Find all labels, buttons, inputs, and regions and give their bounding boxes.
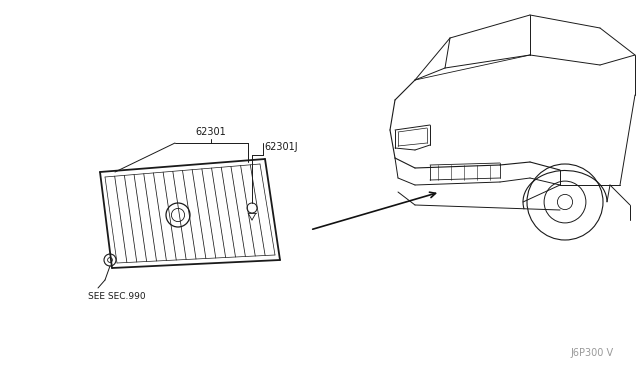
Text: SEE SEC.990: SEE SEC.990: [88, 292, 146, 301]
Text: 62301: 62301: [196, 127, 227, 137]
Text: 62301J: 62301J: [264, 142, 298, 152]
Text: J6P300 V: J6P300 V: [570, 348, 613, 358]
